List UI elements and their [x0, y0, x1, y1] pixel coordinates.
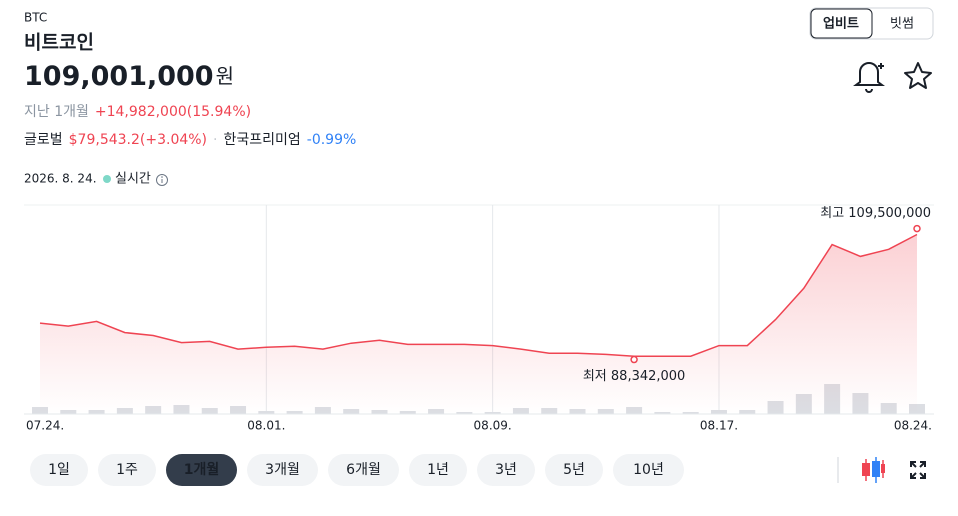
tab[interactable]: 업비트 [823, 17, 859, 32]
area [40, 234, 917, 414]
candle-icon[interactable] [862, 457, 885, 483]
range-button[interactable] [328, 454, 399, 486]
x-tick-label: 08.24. [894, 419, 932, 433]
global-value: $79,543.2(+3.04%) [69, 132, 207, 148]
price: 109,001,000 원 [24, 61, 234, 92]
range-label[interactable]: 10년 [633, 462, 664, 478]
x-tick-label: 08.17. [700, 419, 738, 433]
range-label[interactable]: 1일 [48, 462, 70, 478]
range-button[interactable] [477, 454, 535, 486]
info-icon[interactable] [156, 174, 168, 186]
extreme-marker [913, 224, 921, 233]
global-row: 글로벌 $79,543.2(+3.04%) · 한국프리미엄 -0.99% [24, 132, 356, 148]
plot [32, 205, 925, 414]
x-tick-label: 07.24. [26, 419, 64, 433]
change: +14,982,000(15.94%) [95, 104, 251, 120]
range-button[interactable] [247, 454, 318, 486]
price-value: 109,001,000 [24, 61, 214, 92]
bell-icon[interactable] [853, 62, 885, 93]
range-button[interactable] [613, 454, 684, 486]
date: 2026. 8. 24. [24, 172, 97, 186]
range-button[interactable] [409, 454, 467, 486]
separator: · [213, 132, 217, 148]
coin-name: 비트코인 [24, 32, 94, 54]
ticker: BTC [24, 11, 47, 25]
tab[interactable]: 빗썸 [890, 17, 914, 32]
x-tick-label: 08.01. [247, 419, 285, 433]
premium-value: -0.99% [307, 132, 357, 148]
live-dot [103, 175, 111, 183]
range-label[interactable]: 3년 [495, 462, 517, 478]
range-label[interactable]: 3개월 [265, 462, 300, 478]
live: 실시간 [115, 172, 151, 187]
range-buttons: 1일 1주 1개월 3개월 6개월 1년 3년 5년 10년 [30, 454, 684, 486]
period-label: 지난 1개월 [24, 104, 89, 120]
price-line [39, 233, 918, 357]
range-label[interactable]: 5년 [563, 462, 585, 478]
range-label[interactable]: 1개월 [184, 461, 220, 478]
range-button[interactable] [545, 454, 603, 486]
extreme-marker [630, 355, 638, 364]
x-tick-label: 08.09. [474, 419, 512, 433]
range-label[interactable]: 1년 [427, 462, 449, 478]
extreme-label: 최고 109,500,000 [820, 206, 931, 221]
range-label[interactable]: 1주 [116, 462, 138, 478]
range-label[interactable]: 6개월 [346, 462, 381, 478]
premium-label: 한국프리미엄 [223, 132, 300, 148]
change-row: 지난 1개월 +14,982,000(15.94%) [24, 104, 251, 120]
range-button[interactable] [166, 454, 237, 486]
exchange-tabs: 업비트 빗썸 [809, 7, 934, 40]
extreme-label: 최저 88,342,000 [583, 369, 686, 384]
expand-icon[interactable] [910, 461, 926, 479]
tab-selected[interactable] [810, 8, 873, 39]
price-unit: 원 [216, 64, 234, 88]
star-icon[interactable] [904, 62, 932, 89]
range-button[interactable] [30, 454, 88, 486]
global-label: 글로벌 [24, 132, 63, 148]
range-button[interactable] [98, 454, 156, 486]
